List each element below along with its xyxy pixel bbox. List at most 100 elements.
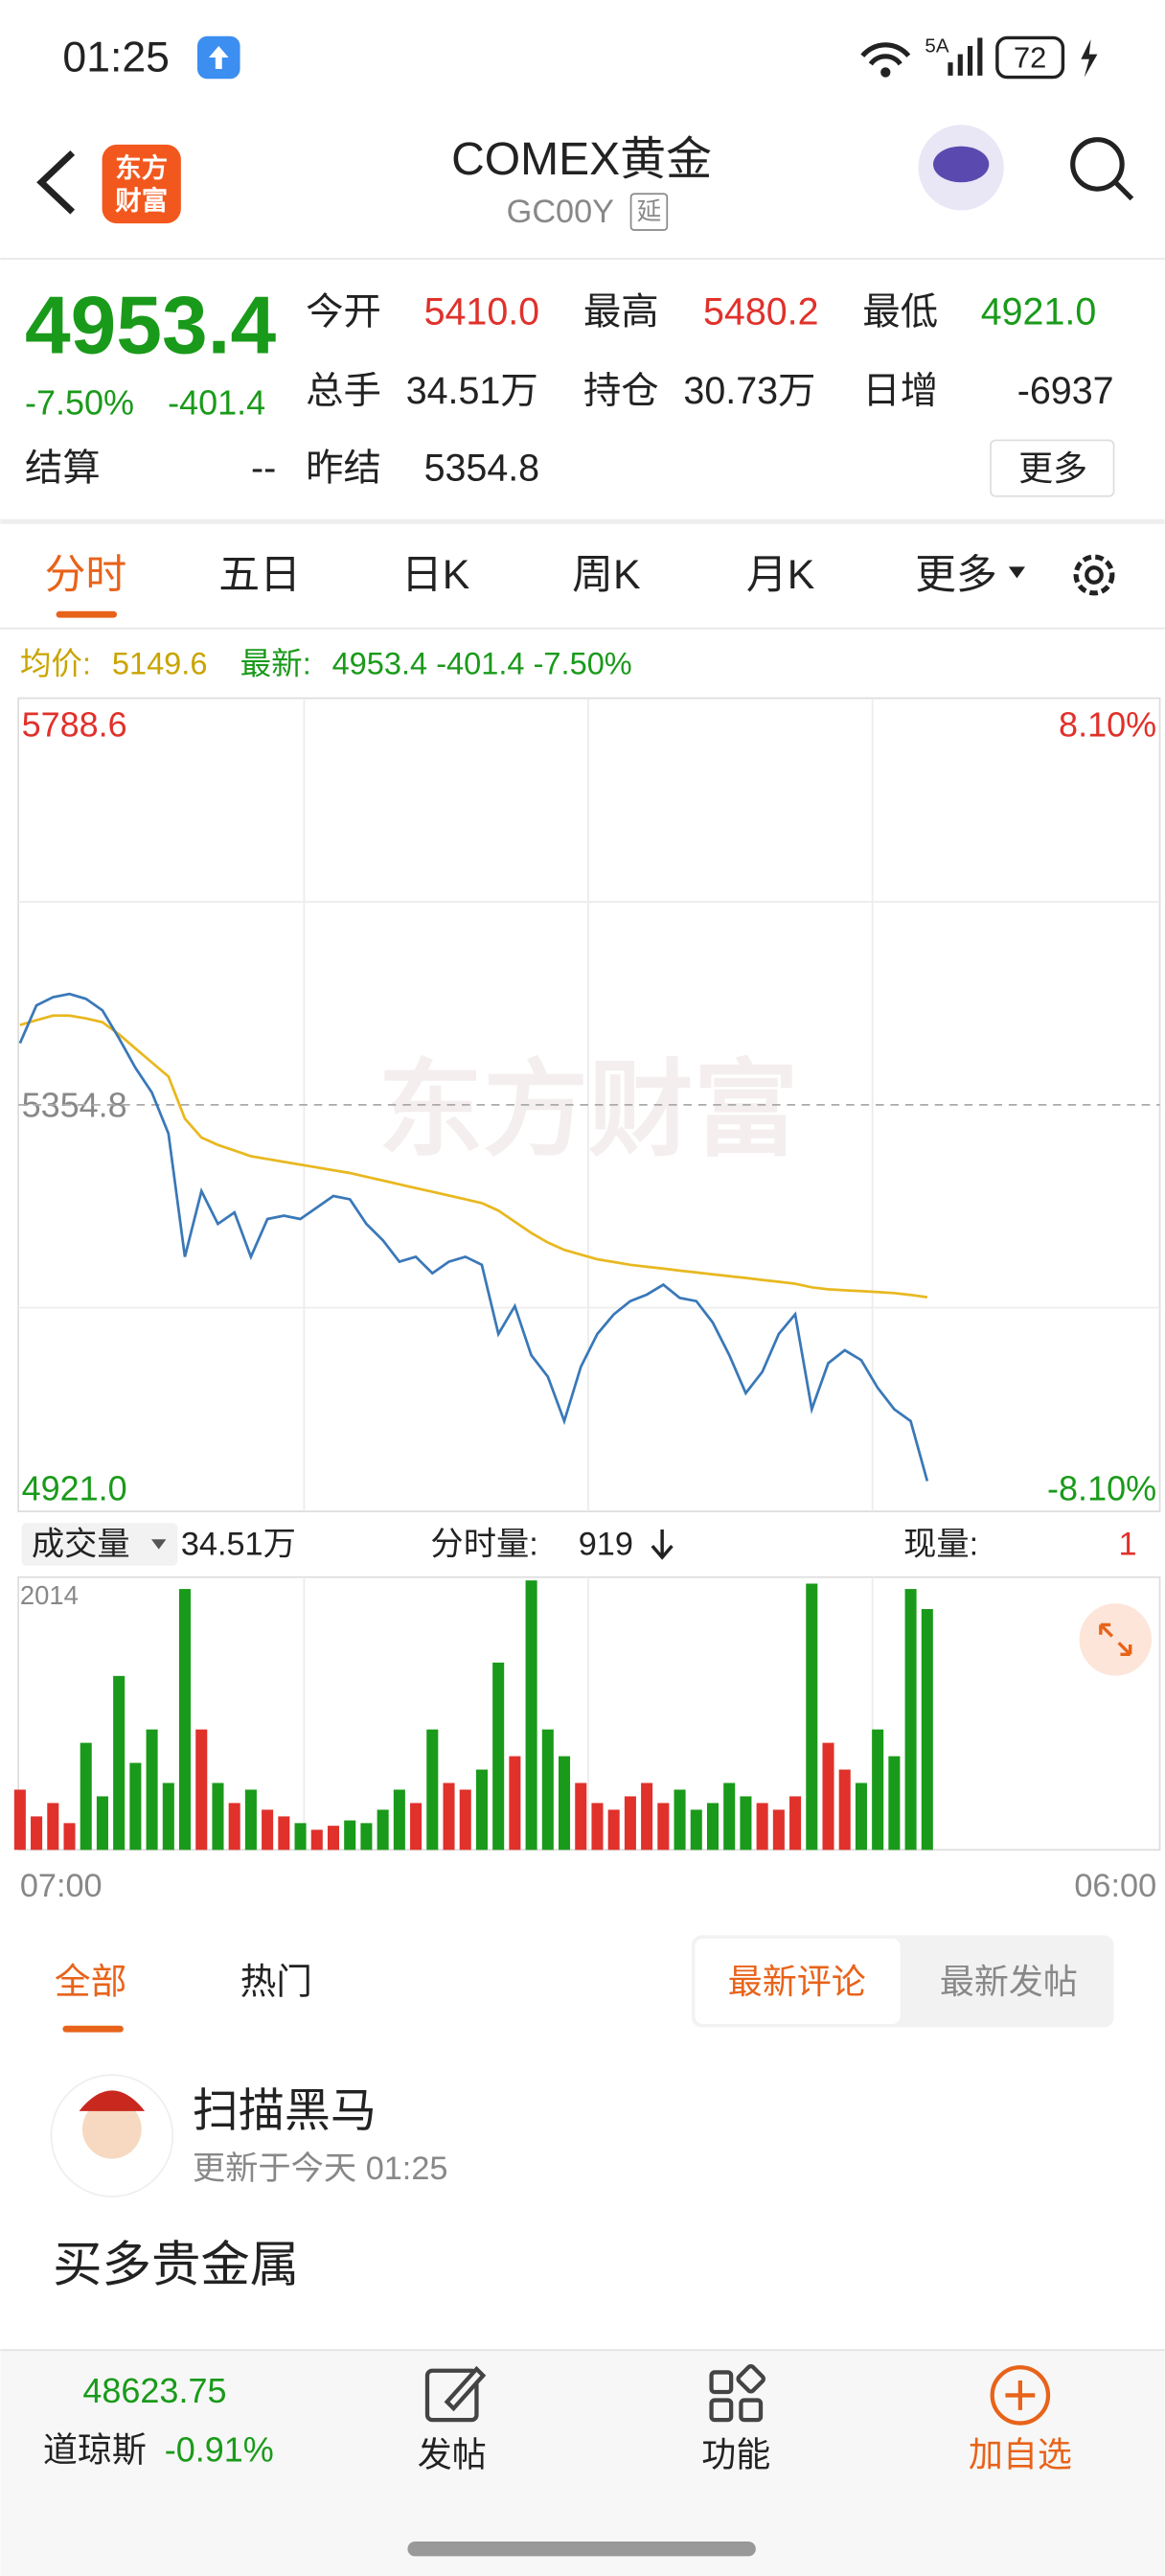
volume-bar (426, 1729, 439, 1851)
volume-selector[interactable] (21, 1523, 178, 1566)
volume-bar (789, 1796, 802, 1851)
field-value: 34.51万 (406, 370, 538, 412)
volume-bar (855, 1782, 867, 1851)
field-value: 4921.0 (981, 291, 1097, 334)
volume-bar (96, 1796, 108, 1851)
status-time: 01:25 (62, 34, 170, 80)
home-indicator (407, 2542, 756, 2557)
action-post[interactable]: 发帖 (418, 2435, 487, 2474)
field-value: 5480.2 (703, 291, 819, 334)
volume-bar (756, 1803, 768, 1851)
divider (0, 2349, 1165, 2352)
tick-volume: 919 (579, 1526, 633, 1562)
field-value: -6937 (1017, 370, 1114, 412)
field-value: -- (251, 448, 276, 490)
volume-bar (47, 1803, 59, 1851)
logo-text: 财富 (115, 186, 168, 216)
more-button[interactable] (990, 439, 1115, 497)
sort-option-active[interactable]: 最新评论 (728, 1962, 866, 2001)
field-value: 5354.8 (424, 448, 540, 490)
y2-tick-label: -8.10% (1047, 1469, 1156, 1508)
chart-tab[interactable]: 分时 (45, 552, 127, 598)
watermark: 东方财富 (378, 1052, 799, 1169)
price-line (18, 992, 929, 1482)
avatar-hat (79, 2090, 146, 2111)
volume-bar (113, 1675, 126, 1851)
volume-bar (723, 1782, 736, 1851)
volume-bar (310, 1829, 323, 1851)
divider (0, 627, 1165, 630)
bottom-bar (0, 2349, 1165, 2576)
volume-bar (80, 1742, 92, 1851)
app-logo (102, 144, 181, 224)
field-label: 日增 (862, 370, 938, 412)
volume-bar (162, 1782, 174, 1851)
battery-box (995, 35, 1065, 80)
search-button[interactable] (1070, 137, 1125, 192)
more-button-text[interactable]: 更多 (1018, 448, 1087, 488)
network-type: 5A (925, 35, 948, 58)
volume-bar (838, 1769, 851, 1851)
index-change[interactable]: -0.91% (165, 2430, 274, 2470)
change: -401.4 (168, 382, 265, 422)
x-start-label: 07:00 (20, 1868, 103, 1904)
chart-tab[interactable]: 日K (401, 552, 470, 598)
post-title[interactable]: 买多贵金属 (53, 2236, 299, 2291)
volume-bar (822, 1742, 834, 1851)
settings-button[interactable] (1073, 554, 1115, 596)
delay-badge (629, 193, 669, 231)
avatar-face (82, 2099, 142, 2159)
assistant-face (933, 146, 990, 183)
index-name[interactable]: 道琼斯 (43, 2430, 147, 2470)
expand-button[interactable] (1079, 1603, 1152, 1676)
logo-text: 东方 (115, 152, 168, 182)
sort-option[interactable]: 最新发帖 (940, 1962, 1078, 2001)
chart-tab[interactable]: 月K (746, 552, 815, 598)
action-functions[interactable]: 功能 (701, 2435, 770, 2474)
field-label: 结算 (25, 448, 101, 490)
last-price: 4953.4 (25, 279, 276, 371)
instrument-code: GC00Y (507, 194, 615, 230)
settings-core (1085, 565, 1104, 585)
field-label: 最高 (583, 291, 659, 334)
volume-bar (360, 1823, 373, 1851)
volume-label[interactable]: 成交量 (32, 1526, 130, 1562)
volume-bar (393, 1789, 405, 1851)
wifi-icon (860, 42, 911, 66)
change-pct: -7.50% (25, 382, 134, 422)
delay-badge-text: 延 (637, 197, 662, 225)
charging-icon (1081, 39, 1098, 78)
index-value[interactable]: 48623.75 (82, 2371, 226, 2410)
volume-grid (303, 1576, 874, 1851)
plus-icon (1005, 2380, 1036, 2410)
tab-underline (62, 2025, 124, 2033)
chart-tab[interactable]: 更多 (915, 552, 997, 598)
y-tick-label: 5788.6 (22, 705, 127, 745)
comment-tab-active[interactable]: 全部 (55, 1961, 126, 2001)
down-arrow (651, 1530, 674, 1560)
chart-tab[interactable]: 五日 (218, 552, 301, 598)
field-value: 30.73万 (683, 370, 815, 412)
volume-bar (541, 1729, 554, 1851)
volume-bar (772, 1809, 785, 1851)
action-add-watchlist[interactable]: 加自选 (969, 2435, 1072, 2474)
volume-bar (525, 1580, 537, 1851)
volume-bar (31, 1816, 43, 1851)
signal-icon (948, 37, 983, 76)
volume-bar (262, 1809, 274, 1851)
volume-bar (228, 1803, 240, 1851)
post-author[interactable]: 扫描黑马 (193, 2085, 377, 2136)
volume-bar (674, 1789, 686, 1851)
back-button[interactable] (36, 150, 76, 215)
volume-bar (410, 1803, 423, 1851)
chart-tab[interactable]: 周K (572, 552, 641, 598)
volume-bar (278, 1816, 290, 1851)
field-value: 5410.0 (424, 291, 540, 334)
volume-bar (641, 1782, 653, 1851)
avg-value: 5149.6 (112, 647, 208, 681)
volume-bar (559, 1756, 571, 1851)
volume-bar (294, 1823, 307, 1851)
comment-tab[interactable]: 热门 (240, 1961, 312, 2001)
volume-bar (443, 1782, 455, 1851)
